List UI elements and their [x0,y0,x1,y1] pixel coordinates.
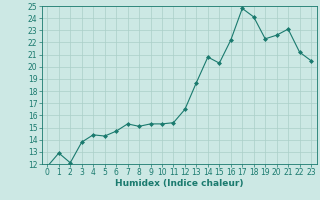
X-axis label: Humidex (Indice chaleur): Humidex (Indice chaleur) [115,179,244,188]
